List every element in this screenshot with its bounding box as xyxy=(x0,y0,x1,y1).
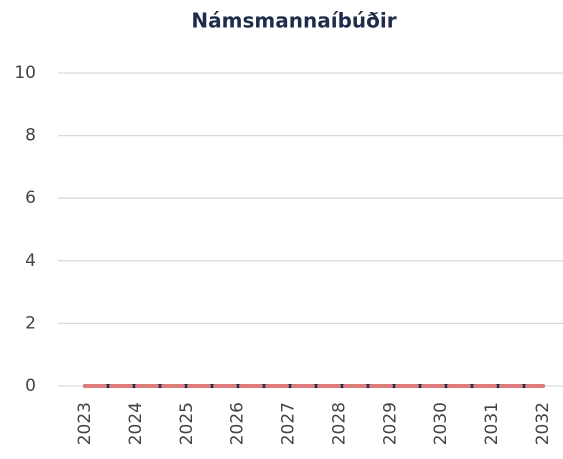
y-tick-label: 8 xyxy=(25,126,36,146)
x-tick-label: 2028 xyxy=(329,402,349,445)
x-tick-label: 2025 xyxy=(177,402,197,445)
y-tick-label: 2 xyxy=(25,313,36,333)
x-tick-label: 2029 xyxy=(380,402,400,445)
chart-title: Námsmannaíbúðir xyxy=(191,9,396,33)
x-tick-label: 2032 xyxy=(533,402,553,445)
x-tick-label: 2024 xyxy=(126,402,146,445)
x-tick-label: 2027 xyxy=(279,402,299,445)
x-tick-label: 2030 xyxy=(431,402,451,445)
y-tick-label: 0 xyxy=(25,376,36,396)
x-tick-label: 2031 xyxy=(482,402,502,445)
y-tick-label: 10 xyxy=(14,63,36,83)
y-tick-label: 4 xyxy=(25,251,36,271)
y-tick-label: 6 xyxy=(25,188,36,208)
x-tick-label: 2023 xyxy=(75,402,95,445)
x-tick-label: 2026 xyxy=(228,402,248,445)
